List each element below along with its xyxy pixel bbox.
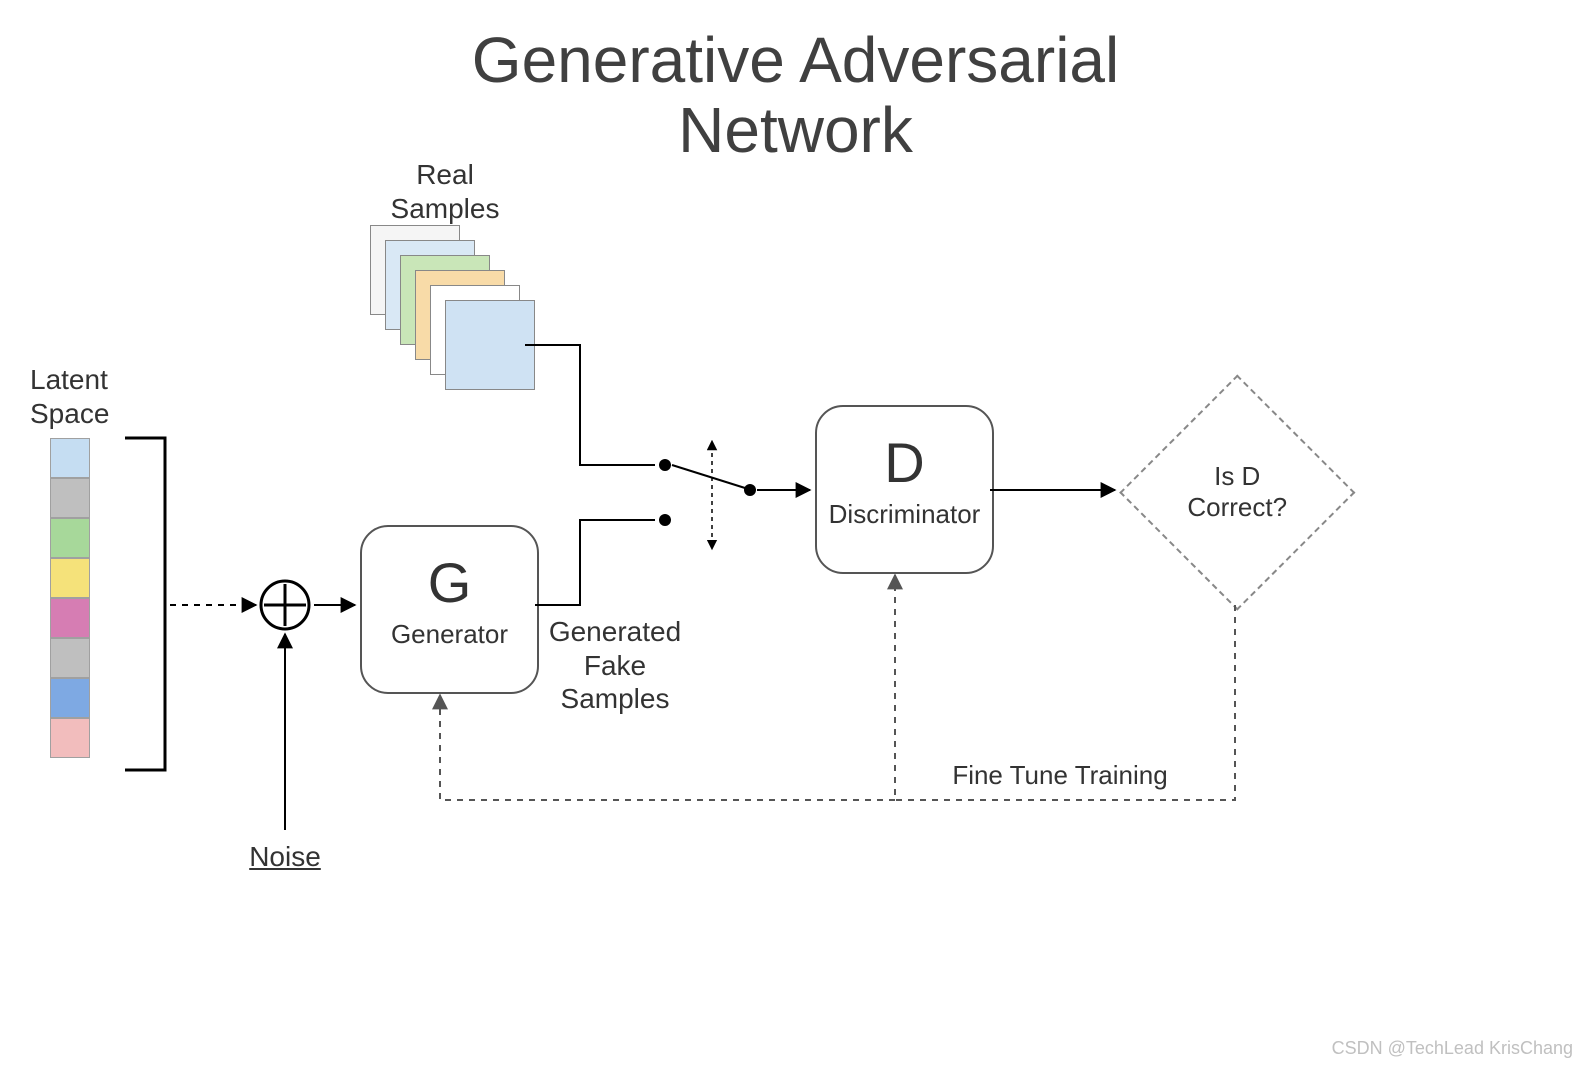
latent-cell xyxy=(50,598,90,638)
generated-fake-label: Generated Fake Samples xyxy=(540,615,690,716)
watermark: CSDN @TechLead KrisChang xyxy=(1332,1038,1573,1059)
generator-sublabel: Generator xyxy=(362,619,537,650)
latent-cell xyxy=(50,558,90,598)
generator-node: G Generator xyxy=(360,525,539,694)
latent-cell xyxy=(50,678,90,718)
noise-label: Noise xyxy=(245,840,325,874)
page-title: Generative Adversarial Network xyxy=(0,25,1591,166)
decision-label: Is D Correct? xyxy=(1187,461,1287,523)
sample-card xyxy=(445,300,535,390)
discriminator-sublabel: Discriminator xyxy=(817,499,992,530)
latent-cell xyxy=(50,438,90,478)
latent-space-label: Latent Space xyxy=(30,363,130,430)
real-samples-label: Real Samples xyxy=(380,158,510,225)
discriminator-letter: D xyxy=(817,435,992,491)
discriminator-node: D Discriminator xyxy=(815,405,994,574)
latent-cell xyxy=(50,718,90,758)
latent-cell xyxy=(50,478,90,518)
generator-letter: G xyxy=(362,555,537,611)
latent-cell xyxy=(50,518,90,558)
latent-cell xyxy=(50,638,90,678)
fine-tune-label: Fine Tune Training xyxy=(920,760,1200,791)
